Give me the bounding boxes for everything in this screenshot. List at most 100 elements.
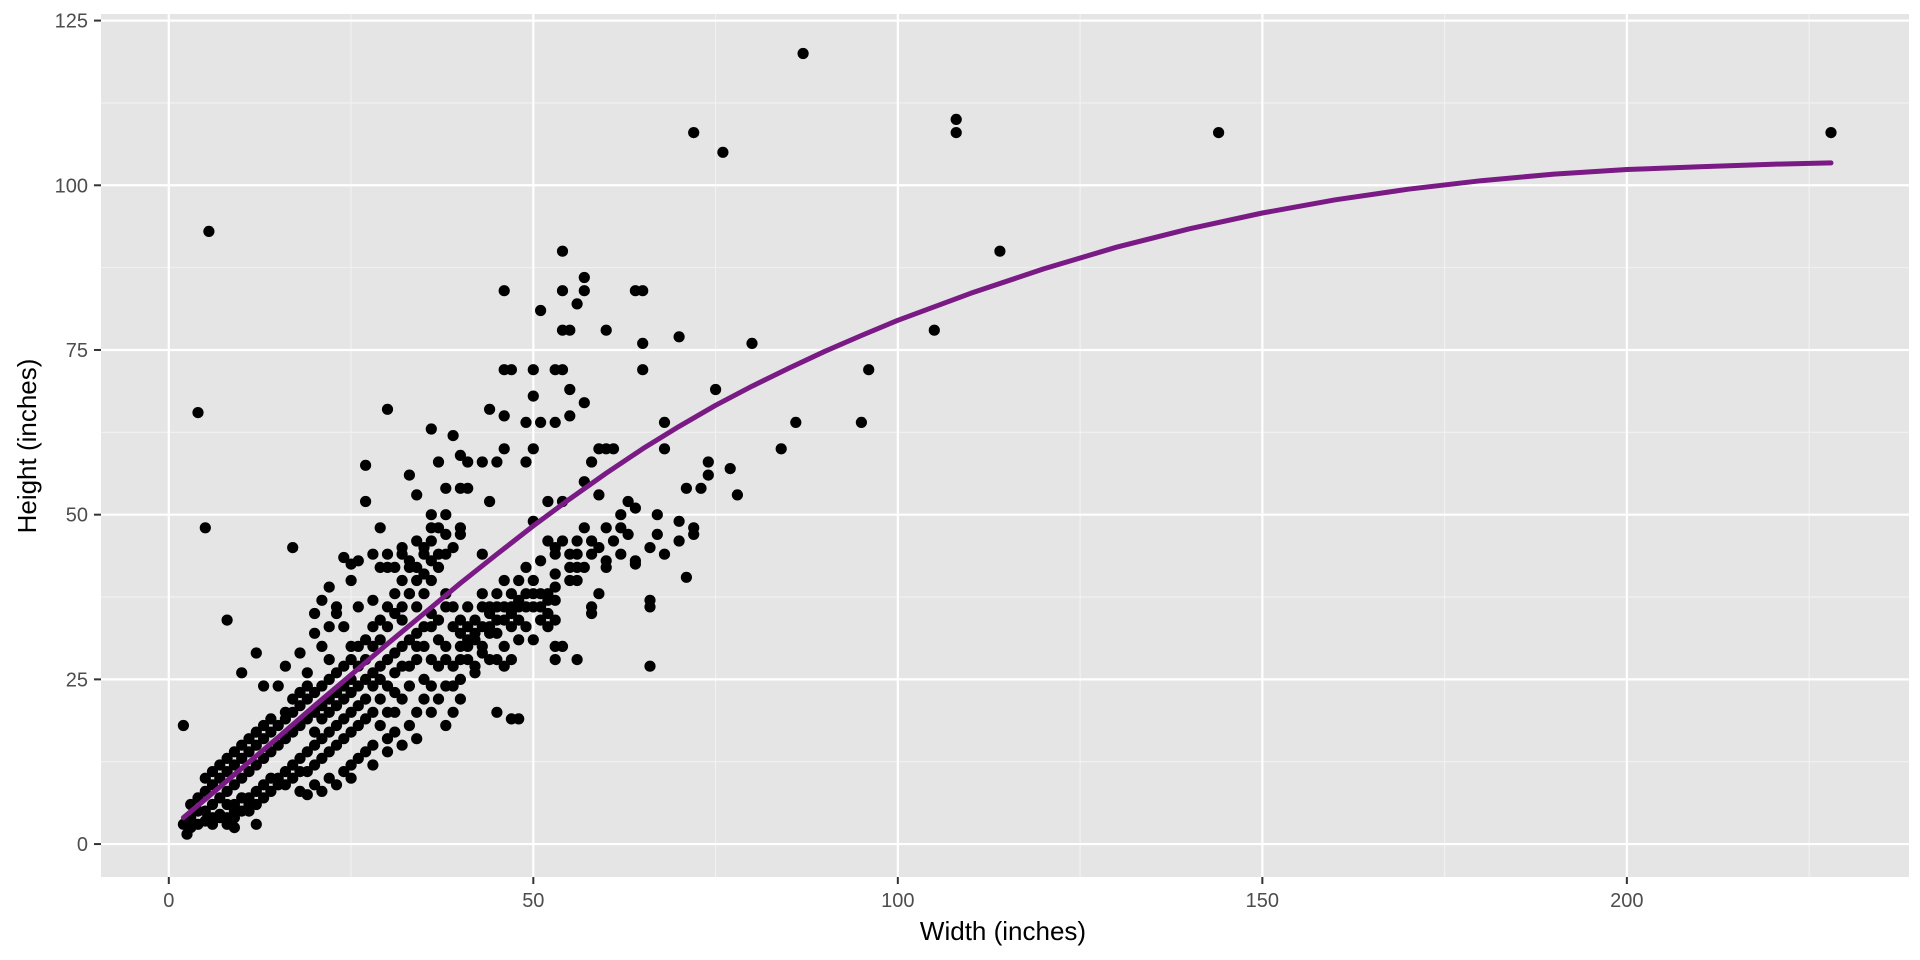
data-point	[586, 535, 598, 547]
data-point	[622, 528, 634, 541]
data-point	[396, 739, 408, 751]
scatter-points	[177, 47, 1837, 840]
fit-line-layer	[180, 160, 1834, 821]
data-point	[367, 706, 379, 718]
data-point	[411, 574, 423, 587]
data-point	[338, 733, 350, 745]
data-point	[586, 601, 598, 613]
data-point	[396, 640, 408, 653]
data-point	[294, 647, 306, 659]
data-point	[345, 759, 357, 771]
data-point	[498, 285, 510, 297]
data-point	[513, 614, 525, 626]
data-point	[476, 640, 488, 653]
data-point	[440, 654, 452, 666]
data-point	[425, 555, 437, 567]
data-point	[243, 733, 255, 745]
data-point	[258, 719, 270, 732]
data-point	[432, 614, 445, 626]
data-point	[418, 548, 430, 560]
data-point	[309, 686, 321, 699]
data-point	[418, 588, 430, 600]
data-point	[403, 634, 415, 646]
data-point	[250, 818, 262, 830]
data-point	[549, 416, 561, 428]
data-point	[425, 509, 437, 521]
data-point	[279, 706, 291, 718]
data-point	[462, 456, 474, 468]
data-point	[389, 607, 401, 620]
data-point	[294, 686, 306, 699]
data-point	[440, 719, 452, 732]
data-point	[469, 660, 481, 672]
data-point	[578, 397, 590, 409]
data-point	[309, 607, 321, 620]
data-point	[615, 509, 627, 521]
data-point	[542, 621, 554, 633]
data-point	[447, 621, 459, 633]
data-point	[454, 693, 466, 705]
data-point	[520, 456, 532, 468]
data-point	[403, 719, 415, 732]
data-point	[950, 127, 962, 139]
data-point	[367, 548, 379, 560]
data-point	[440, 601, 452, 613]
data-point	[389, 647, 401, 659]
smooth-fit-line	[180, 160, 1834, 821]
x-axis-title: Width (inches)	[920, 916, 1086, 946]
data-point	[498, 640, 510, 653]
data-point	[513, 594, 525, 606]
data-point	[549, 568, 561, 580]
data-point	[710, 383, 722, 396]
data-point	[535, 601, 547, 613]
data-point	[236, 752, 248, 765]
data-point	[658, 416, 671, 428]
data-point	[484, 403, 496, 415]
data-point	[425, 423, 437, 435]
data-point	[469, 614, 481, 626]
data-point	[323, 772, 335, 784]
data-point	[177, 818, 189, 830]
data-point	[600, 324, 612, 336]
data-point	[258, 792, 270, 804]
data-point	[578, 285, 590, 297]
data-point	[258, 779, 270, 791]
data-point	[323, 746, 335, 758]
x-tick-label: 0	[163, 890, 174, 912]
data-point	[432, 693, 445, 705]
data-point	[330, 779, 343, 791]
data-point	[447, 706, 459, 718]
data-point	[323, 673, 335, 686]
data-point	[367, 739, 379, 751]
data-point	[301, 693, 313, 705]
data-point	[381, 733, 394, 745]
data-point	[250, 739, 262, 751]
data-point	[542, 594, 554, 606]
data-point	[432, 561, 445, 574]
y-tick-label: 25	[66, 669, 88, 691]
data-point	[272, 719, 284, 732]
data-point	[258, 733, 270, 745]
data-point	[447, 660, 459, 672]
data-point	[338, 713, 350, 725]
data-point	[432, 660, 445, 672]
data-point	[389, 561, 401, 574]
data-point	[454, 627, 466, 639]
data-point	[556, 640, 569, 653]
data-point	[680, 571, 693, 583]
data-point	[542, 495, 554, 508]
data-point	[221, 614, 233, 626]
data-point	[411, 627, 423, 639]
data-point	[476, 621, 488, 633]
data-point	[527, 443, 539, 455]
data-point	[593, 489, 605, 501]
data-point	[440, 528, 452, 541]
data-point	[374, 693, 386, 705]
data-point	[221, 752, 233, 765]
data-point	[309, 739, 321, 751]
data-point	[520, 621, 532, 633]
data-point	[199, 522, 211, 534]
data-point	[564, 410, 576, 422]
data-point	[476, 548, 488, 560]
data-point	[454, 482, 466, 494]
